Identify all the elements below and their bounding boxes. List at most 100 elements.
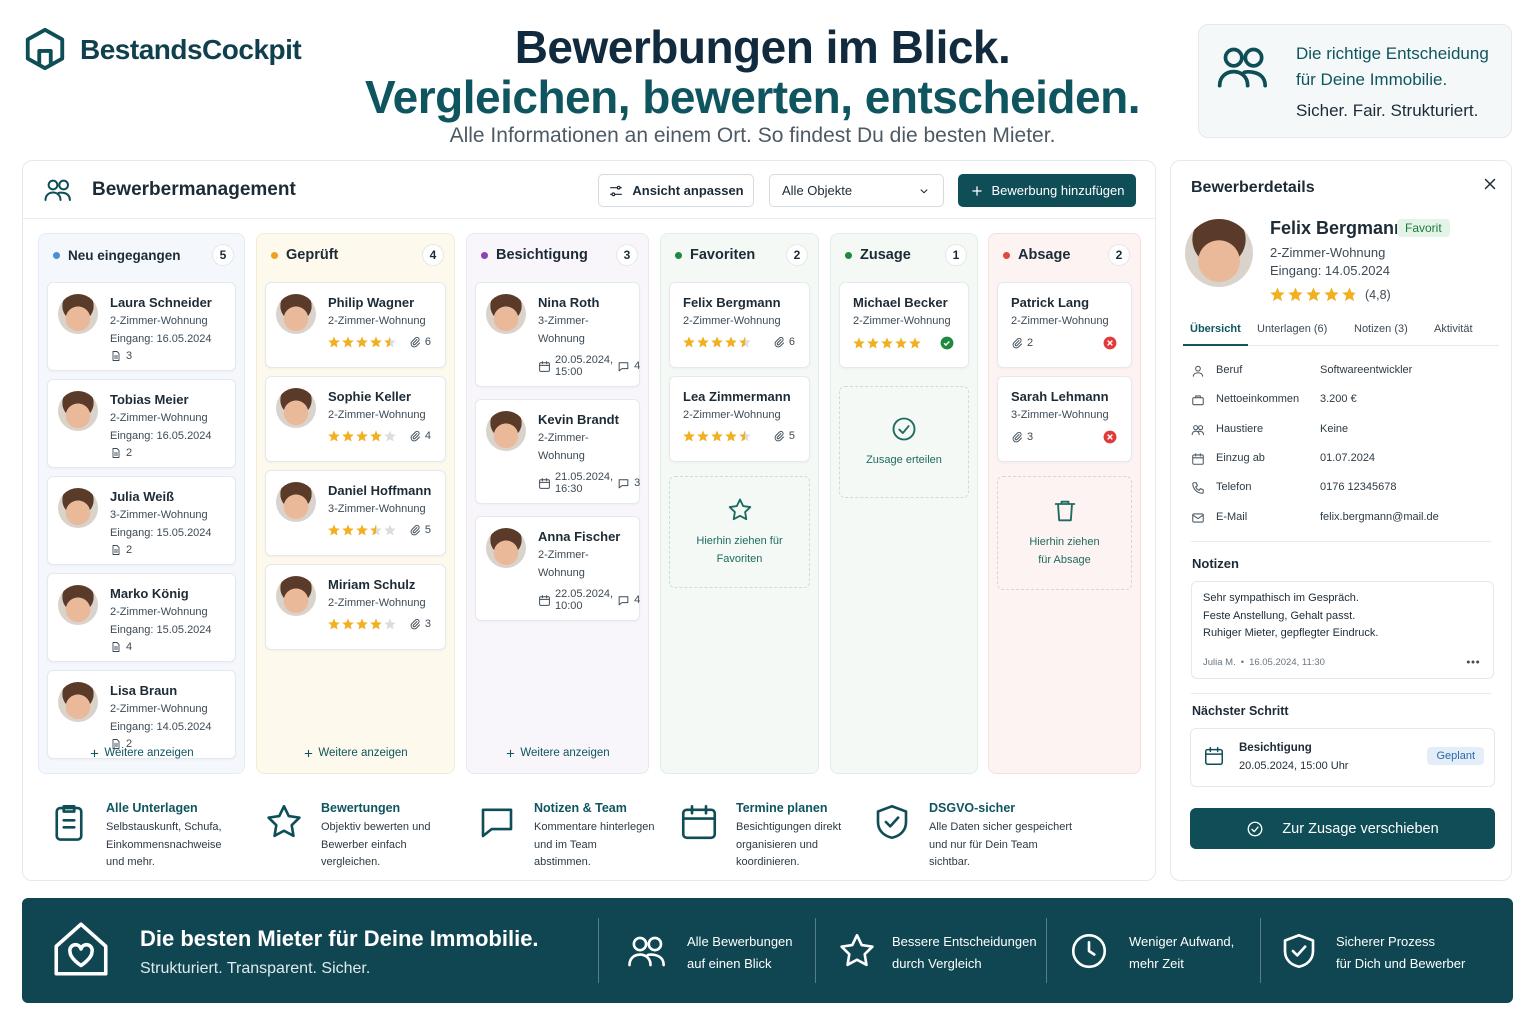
appointment: 22.05.2024, 10:00	[555, 588, 614, 612]
rating-label: (4,8)	[1365, 287, 1391, 302]
applicant-card[interactable]: Lisa Braun 2-Zimmer-Wohnung Eingang: 14.05…	[47, 670, 236, 759]
banner-icon	[48, 916, 114, 982]
icon-part	[114, 355, 118, 359]
unit: 2-Zimmer-Wohnung	[110, 315, 208, 327]
icon-part	[683, 430, 695, 442]
applicant-card[interactable]: Patrick Lang 2-Zimmer-Wohnung 2	[997, 282, 1132, 368]
promo-line: für Deine Immobilie.	[1296, 70, 1448, 89]
card-meta: 22.05.2024, 10:00 4	[538, 588, 640, 612]
feature-icon	[48, 801, 90, 843]
icon-part	[267, 804, 301, 838]
column-header: Favoriten 2	[675, 244, 808, 266]
icon-part	[884, 816, 900, 828]
drop-text: Favoriten	[716, 553, 763, 565]
unit: 2-Zimmer-Wohnung	[683, 409, 781, 421]
icon-part	[539, 361, 550, 372]
promo-line: Sicher. Fair. Strukturiert.	[1296, 101, 1479, 120]
applicant-card[interactable]: Michael Becker 2-Zimmer-Wohnung	[839, 282, 969, 368]
next-step: Besichtigung	[1239, 742, 1312, 754]
feature-text: Einkommensnachweise	[106, 838, 222, 851]
unit: 3-Zimmer-Wohnung	[1011, 409, 1109, 421]
icon-part	[1192, 453, 1204, 459]
icon-part	[1243, 47, 1264, 68]
icon-part	[481, 808, 513, 838]
tab[interactable]: Aktivität	[1434, 323, 1473, 335]
applicant-card[interactable]: Sophie Keller 2-Zimmer-Wohnung 4	[265, 376, 446, 462]
unit: 2-Zimmer-Wohnung	[328, 409, 426, 421]
status-dot	[53, 251, 60, 259]
drop-text: Hierhin ziehen	[1029, 536, 1100, 548]
tab[interactable]: Übersicht	[1190, 323, 1241, 335]
field-icon	[1191, 511, 1205, 525]
feature-text: und mehr.	[106, 856, 155, 868]
tab[interactable]: Notizen (3)	[1354, 323, 1408, 335]
icon-part	[356, 618, 368, 630]
filter-dropdown[interactable]: Alle Objekte	[769, 174, 944, 207]
card-meta: 3	[328, 618, 435, 630]
icon-part	[728, 498, 751, 521]
applicant-card[interactable]: Miriam Schulz 2-Zimmer-Wohnung 3	[265, 564, 446, 650]
column-title: Favoriten	[690, 247, 756, 263]
more-link[interactable]: Weitere anzeigen	[39, 747, 244, 759]
icon-part	[25, 27, 65, 71]
applicant-card[interactable]: Daniel Hoffmann 3-Zimmer-Wohnung 5	[265, 470, 446, 556]
applicant-card[interactable]: Sarah Lehmann 3-Zimmer-Wohnung 3	[997, 376, 1132, 462]
view-button[interactable]: Ansicht anpassen	[598, 174, 754, 207]
doc-count: 5	[424, 524, 431, 536]
icon-part	[971, 185, 982, 196]
applicant-card[interactable]: Tobias Meier 2-Zimmer-Wohnung Eingang: 16.…	[47, 379, 236, 468]
applicant-card[interactable]: Philip Wagner 2-Zimmer-Wohnung 6	[265, 282, 446, 368]
doc-count: 3	[126, 350, 133, 362]
applicant-card[interactable]: Kevin Brandt 2-Zimmer-Wohnung 21.05.2024, …	[475, 399, 640, 504]
icon-part	[328, 618, 340, 630]
unit: 2-Zimmer-Wohnung	[328, 315, 426, 327]
icon-part	[370, 618, 382, 630]
add-button[interactable]: Bewerbung hinzufügen	[958, 174, 1136, 207]
doc-count: 2	[1027, 337, 1034, 349]
applicant-card[interactable]: Lea Zimmermann 2-Zimmer-Wohnung 5	[669, 376, 810, 462]
avatar	[276, 388, 316, 428]
icon-part	[647, 936, 663, 952]
icon	[773, 430, 785, 442]
more-link[interactable]: Weitere anzeigen	[467, 747, 648, 759]
icon-part	[1205, 748, 1223, 765]
icon-part	[410, 431, 420, 442]
banner-item-text: Sicherer Prozess	[1336, 934, 1435, 949]
banner-divider	[598, 918, 599, 983]
banner-divider	[1046, 918, 1047, 983]
applicant-card[interactable]: Laura Schneider 2-Zimmer-Wohnung Eingang: …	[47, 282, 236, 371]
icon-part	[1288, 287, 1303, 302]
field-value: Keine	[1320, 422, 1349, 435]
icon-part	[840, 933, 874, 967]
icon-part	[840, 933, 874, 967]
more-label: Weitere anzeigen	[104, 747, 194, 759]
icon-part	[539, 360, 550, 372]
title: Vergleichen, bewerten, entscheiden.	[365, 71, 1141, 123]
column-count: 5	[212, 244, 234, 266]
applicant-card[interactable]: Anna Fischer 2-Zimmer-Wohnung 22.05.2024, …	[475, 516, 640, 621]
icon	[89, 748, 100, 759]
tab[interactable]: Unterlagen (6)	[1257, 323, 1328, 335]
rating-fill	[1270, 287, 1354, 302]
applicant-card[interactable]: Felix Bergmann 2-Zimmer-Wohnung 6	[669, 282, 810, 368]
icon-part	[1217, 69, 1268, 88]
applicant-card[interactable]: Nina Roth 3-Zimmer-Wohnung 20.05.2024, 15:…	[475, 282, 640, 387]
more-link[interactable]: Weitere anzeigen	[257, 747, 454, 759]
column: Zusage 1 Michael Becker 2-Zimmer-Wohnung Zus…	[830, 233, 978, 774]
icon	[538, 594, 551, 607]
applicant-card[interactable]: Marko König 2-Zimmer-Wohnung Eingang: 15.0…	[47, 573, 236, 662]
note-time: 16.05.2024, 11:30	[1249, 657, 1325, 668]
icon-part	[1103, 336, 1117, 350]
move-button[interactable]: Zur Zusage verschieben	[1190, 808, 1495, 849]
next-icon	[1203, 745, 1225, 767]
close-button[interactable]	[1481, 175, 1499, 193]
card-info: Sarah Lehmann 3-Zimmer-Wohnung 3	[1011, 388, 1121, 453]
banner-item-text: für Dich und Bewerber	[1336, 956, 1466, 971]
card-meta: 2	[110, 544, 225, 556]
applicant-card[interactable]: Julia Weiß 3-Zimmer-Wohnung Eingang: 15.05…	[47, 476, 236, 565]
icon-part	[328, 336, 340, 348]
card-info: Laura Schneider 2-Zimmer-Wohnung Eingang: …	[110, 294, 225, 362]
drop-zone: Hierhin ziehen für Favoriten	[669, 476, 810, 588]
icon-part	[1471, 660, 1475, 664]
card-meta	[853, 336, 958, 350]
